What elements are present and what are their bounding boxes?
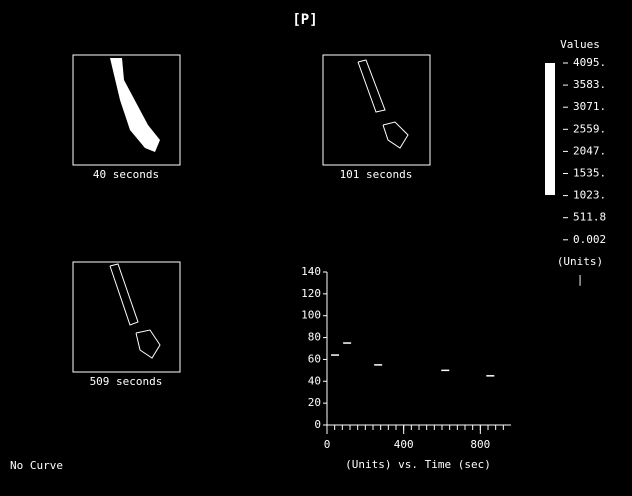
- panel-label: 509 seconds: [90, 375, 163, 388]
- y-tick-label: 100: [301, 309, 321, 322]
- colorbar-label: 3071.: [573, 100, 606, 113]
- panel-label: 101 seconds: [340, 168, 413, 181]
- colorbar-label: 511.8: [573, 211, 606, 224]
- colorbar: [545, 63, 555, 195]
- colorbar-label: 2047.: [573, 144, 606, 157]
- colorbar-label: 2559.: [573, 122, 606, 135]
- x-tick-label: 800: [470, 438, 490, 451]
- colorbar-title: Values: [560, 38, 600, 51]
- y-tick-label: 80: [308, 331, 321, 344]
- y-tick-label: 0: [314, 418, 321, 431]
- x-tick-label: 0: [324, 438, 331, 451]
- colorbar-label: 3583.: [573, 78, 606, 91]
- footer: No Curve: [10, 459, 63, 472]
- y-tick-label: 20: [308, 396, 321, 409]
- colorbar-label: 1023.: [573, 189, 606, 202]
- x-axis-label: (Units) vs. Time (sec): [345, 458, 491, 471]
- colorbar-marker: |: [577, 273, 584, 286]
- colorbar-units: (Units): [557, 255, 603, 268]
- screen: [P] 40 seconds 101 seconds 509 seconds V…: [0, 0, 632, 496]
- x-tick-label: 400: [394, 438, 414, 451]
- y-tick-label: 140: [301, 265, 321, 278]
- y-tick-label: 60: [308, 352, 321, 365]
- colorbar-label: 0.002: [573, 233, 606, 246]
- panel-label: 40 seconds: [93, 168, 159, 181]
- colorbar-label: 1535.: [573, 167, 606, 180]
- colorbar-label: 4095.: [573, 56, 606, 69]
- title: [P]: [292, 12, 317, 28]
- y-tick-label: 40: [308, 374, 321, 387]
- y-tick-label: 120: [301, 287, 321, 300]
